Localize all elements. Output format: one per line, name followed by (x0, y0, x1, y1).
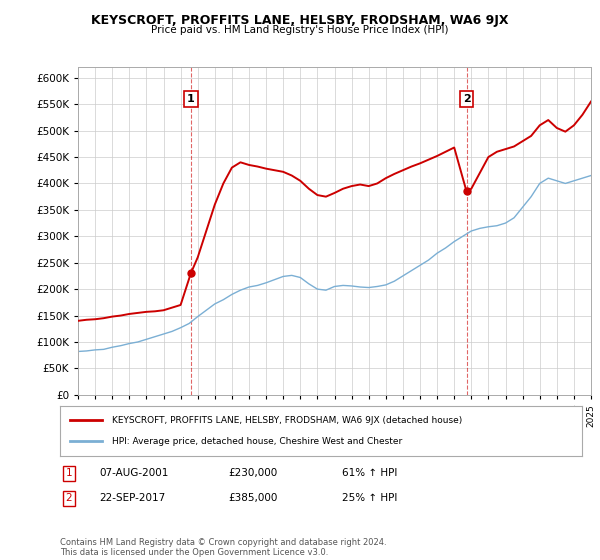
Text: 2: 2 (463, 94, 470, 104)
Text: Price paid vs. HM Land Registry's House Price Index (HPI): Price paid vs. HM Land Registry's House … (151, 25, 449, 35)
Text: 61% ↑ HPI: 61% ↑ HPI (342, 468, 397, 478)
Text: Contains HM Land Registry data © Crown copyright and database right 2024.
This d: Contains HM Land Registry data © Crown c… (60, 538, 386, 557)
Text: KEYSCROFT, PROFFITS LANE, HELSBY, FRODSHAM, WA6 9JX: KEYSCROFT, PROFFITS LANE, HELSBY, FRODSH… (91, 14, 509, 27)
Text: £385,000: £385,000 (228, 493, 277, 503)
Text: 2: 2 (65, 493, 73, 503)
Text: 22-SEP-2017: 22-SEP-2017 (99, 493, 165, 503)
Text: 1: 1 (187, 94, 195, 104)
Text: £230,000: £230,000 (228, 468, 277, 478)
Text: HPI: Average price, detached house, Cheshire West and Chester: HPI: Average price, detached house, Ches… (112, 437, 403, 446)
Text: 25% ↑ HPI: 25% ↑ HPI (342, 493, 397, 503)
Text: KEYSCROFT, PROFFITS LANE, HELSBY, FRODSHAM, WA6 9JX (detached house): KEYSCROFT, PROFFITS LANE, HELSBY, FRODSH… (112, 416, 463, 424)
Text: 07-AUG-2001: 07-AUG-2001 (99, 468, 169, 478)
Text: 1: 1 (65, 468, 73, 478)
